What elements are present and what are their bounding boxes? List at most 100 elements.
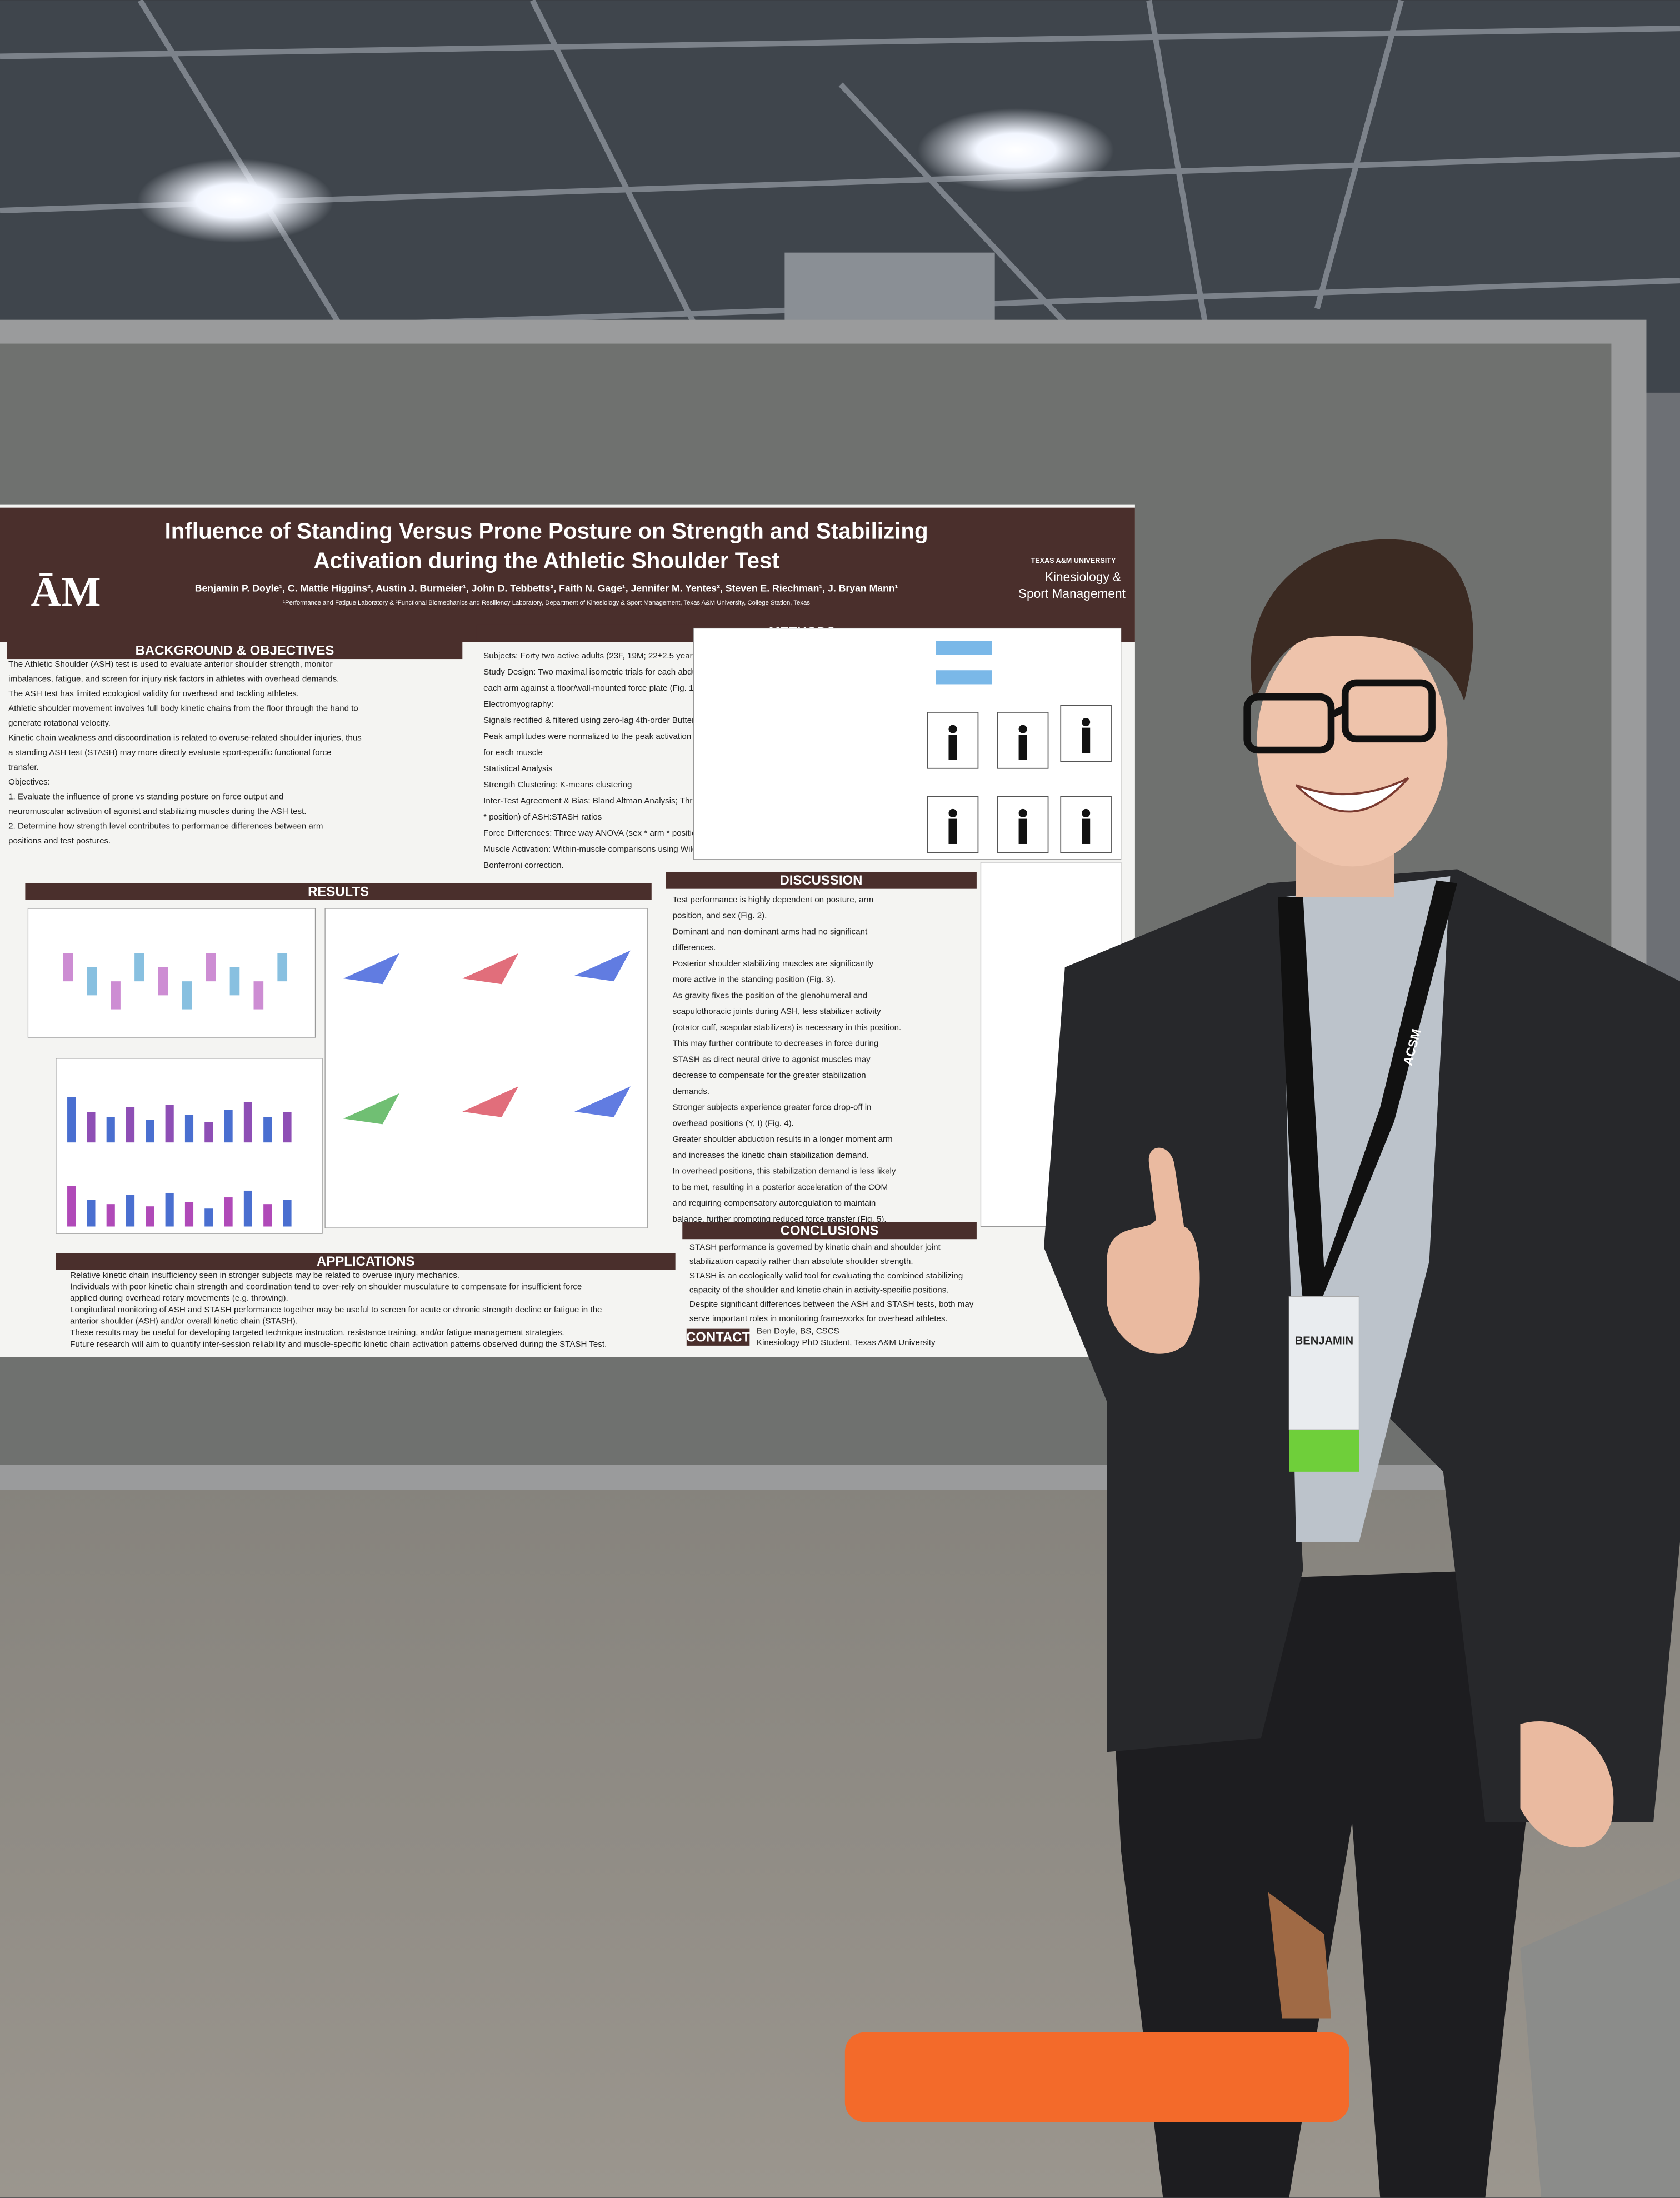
figure-bar [87,1200,96,1227]
figure-panel [27,908,316,1038]
section-text: neuromuscular activation of agonist and … [8,807,306,816]
poster-logo: ĀM [31,569,101,615]
figure-bar [204,1122,213,1143]
figure-bar [106,1117,115,1143]
section-heading-bar [7,642,463,660]
section-text: STASH performance is governed by kinetic… [689,1242,941,1252]
results-figures [27,627,1122,1234]
figure-person-body [948,818,957,844]
section-text: position, and sex (Fig. 2). [673,911,767,921]
section-heading: BACKGROUND & OBJECTIVES [136,643,334,658]
poster-title: Activation during the Athletic Shoulder … [313,548,779,573]
figure-bar [283,1200,292,1227]
poster-title: Influence of Standing Versus Prone Postu… [165,518,928,544]
figure-bar [224,1197,233,1227]
figure-panel [324,908,648,1228]
section-text: Dominant and non-dominant arms had no si… [673,927,868,936]
figure-box [253,981,264,1010]
figure-bar [263,1204,272,1227]
figure-bar [165,1192,174,1227]
section-text: each arm against a floor/wall-mounted fo… [483,683,699,693]
figure-person-body [1018,818,1027,844]
shoe [1268,1892,1331,2019]
section-text: for each muscle [483,748,543,757]
section-text: imbalances, fatigue, and screen for inju… [8,675,339,684]
section-text: balance, further promoting reduced force… [673,1215,887,1224]
figure-triangle [462,953,519,985]
figure-box [134,953,144,982]
figure-person-body [1082,818,1091,844]
figure-bar [146,1120,154,1143]
section-text: demands. [673,1087,709,1096]
section-text: Test performance is highly dependent on … [673,895,874,905]
department: Sport Management [1018,586,1126,601]
section-text: Kinesiology PhD Student, Texas A&M Unive… [757,1338,936,1347]
figure-bar [243,1190,252,1227]
glasses [1243,679,1436,754]
section-text: scapulothoracic joints during ASH, less … [673,1007,881,1016]
section-text: 2. Determine how strength level contribu… [8,821,323,831]
face [1257,620,1448,867]
foam-roller [844,2032,1349,2122]
section-text: decrease to compensate for the greater s… [673,1071,866,1080]
hand [1520,1721,1614,1848]
section-text: In overhead positions, this stabilizatio… [673,1167,896,1176]
section-text: The Athletic Shoulder (ASH) test is used… [8,660,332,669]
figure-bar [67,1186,76,1227]
figure-bar [224,1110,233,1143]
section-text: Athletic shoulder movement involves full… [8,704,358,713]
section-text: transfer. [8,763,39,772]
ceiling-light [137,158,334,243]
figure-box [63,953,73,982]
section-text: Future research will aim to quantify int… [70,1340,607,1349]
section-heading: DISCUSSION [779,873,862,888]
section-text: Posterior shoulder stabilizing muscles a… [673,959,874,968]
figure-triangle [574,1086,631,1117]
figure-box [182,981,192,1010]
section-heading: CONCLUSIONS [781,1223,879,1238]
department: Kinesiology & [1045,570,1121,584]
section-text: Statistical Analysis [483,764,553,773]
section-text: * position) of ASH:STASH ratios [483,812,602,822]
section-text: 1. Evaluate the influence of prone vs st… [8,792,283,801]
hand [1107,1147,1200,1354]
figure-person-head [1082,717,1091,727]
hair [1251,539,1473,701]
section-text: more active in the standing position (Fi… [673,975,836,985]
section-text: and requiring compensatory autoregulatio… [673,1198,876,1208]
figure-person-body [1082,727,1091,753]
bag [1520,1878,1680,2198]
section-text: Objectives: [8,777,50,787]
section-text: Bonferroni correction. [483,861,564,870]
section-text: generate rotational velocity. [8,718,111,728]
section-text: Signals rectified & filtered using zero-… [483,716,738,725]
poster-authors: Benjamin P. Doyle¹, C. Mattie Higgins², … [195,583,898,594]
figure-bar [146,1206,154,1227]
figure-bar [204,1208,213,1227]
section-text: Electromyography: [483,700,553,709]
section-text: overhead positions (Y, I) (Fig. 4). [673,1118,794,1128]
figure-person-head [1082,808,1091,818]
section-heading-bar [686,1328,750,1346]
section-heading: RESULTS [308,884,369,899]
method-diagram-frame [1060,705,1112,762]
figure-bar [243,1102,252,1143]
ceiling-light [917,108,1114,193]
section-text: to be met, resulting in a posterior acce… [673,1182,888,1192]
section-text: These results may be useful for developi… [70,1328,564,1337]
badge [1288,1296,1360,1430]
method-diagram-frame [997,796,1049,853]
section-heading-bar [682,1222,977,1240]
method-box [936,670,992,685]
section-text: Individuals with poor kinetic chain stre… [70,1282,582,1291]
figure-triangle [343,953,399,985]
section-text: serve important roles in monitoring fram… [689,1314,948,1323]
section-text: and increases the kinetic chain stabiliz… [673,1151,869,1160]
figure-bar [165,1105,174,1143]
figure-person-head [948,808,957,818]
university: TEXAS A&M UNIVERSITY [1031,557,1116,565]
section-text: Stronger subjects experience greater for… [673,1103,872,1112]
section-heading-bar [56,1253,676,1270]
section-heading-bar [25,883,652,900]
